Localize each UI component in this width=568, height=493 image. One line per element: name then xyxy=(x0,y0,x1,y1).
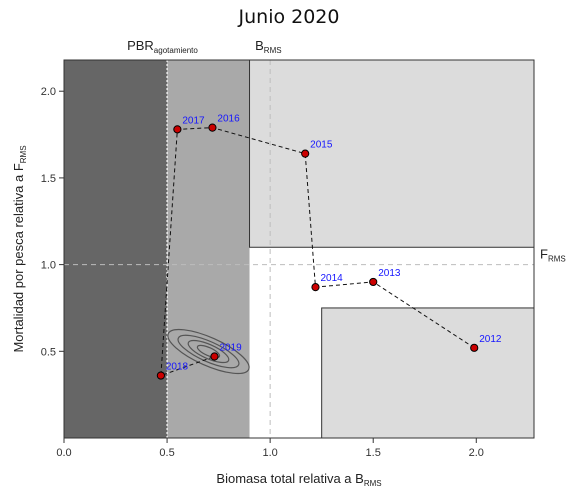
x-tick-label: 1.0 xyxy=(262,447,277,459)
year-label-2013: 2013 xyxy=(378,268,401,279)
point-2014 xyxy=(312,284,319,291)
point-2019 xyxy=(211,353,218,360)
x-tick-label: 2.0 xyxy=(469,447,484,459)
y-axis-label: Mortalidad por pesca relativa a FRMS xyxy=(11,145,28,352)
year-label-2019: 2019 xyxy=(219,343,242,354)
overfished-zone-dark xyxy=(64,60,167,438)
x-tick-label: 1.5 xyxy=(366,447,381,459)
point-2017 xyxy=(174,126,181,133)
pbr-label: PBRagotamiento xyxy=(127,38,198,55)
chart-title: Junio 2020 xyxy=(238,6,340,28)
brms-label: BRMS xyxy=(255,38,281,55)
overfishing-zone-light xyxy=(250,60,534,247)
x-tick-label: 0.0 xyxy=(56,447,71,459)
y-tick-label: 0.5 xyxy=(41,346,56,358)
y-axis: 0.5 1.0 1.5 2.0 xyxy=(41,86,64,358)
point-2013 xyxy=(370,278,377,285)
year-label-2014: 2014 xyxy=(320,273,343,284)
y-tick-label: 1.5 xyxy=(41,173,56,185)
point-2016 xyxy=(209,124,216,131)
healthy-zone-light xyxy=(322,308,534,438)
x-tick-label: 0.5 xyxy=(159,447,174,459)
point-2012 xyxy=(471,344,478,351)
point-2018 xyxy=(157,372,164,379)
year-label-2012: 2012 xyxy=(479,334,502,345)
point-2015 xyxy=(302,150,309,157)
x-axis: 0.0 0.5 1.0 1.5 2.0 xyxy=(56,438,484,459)
y-tick-label: 1.0 xyxy=(41,260,56,272)
x-axis-label: Biomasa total relativa a BRMS xyxy=(216,471,381,488)
year-label-2017: 2017 xyxy=(182,115,205,126)
year-label-2016: 2016 xyxy=(217,114,240,125)
year-label-2015: 2015 xyxy=(310,140,333,151)
y-tick-label: 2.0 xyxy=(41,86,56,98)
frms-label: FRMS xyxy=(540,247,566,264)
year-label-2018: 2018 xyxy=(166,362,189,373)
